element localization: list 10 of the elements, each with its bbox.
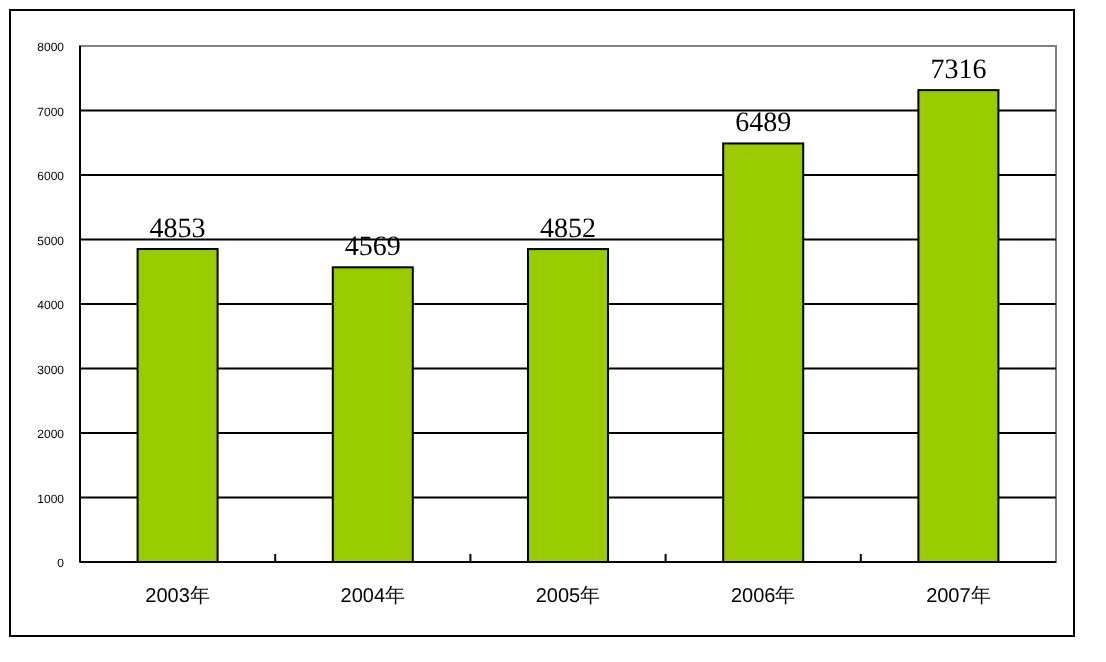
- x-tick-label: 2005年: [535, 584, 601, 608]
- data-label: 4853: [149, 214, 206, 245]
- x-tick-label: 2006年: [730, 584, 796, 608]
- x-tick-label: 2007年: [926, 584, 991, 608]
- data-label: 7316: [930, 56, 987, 87]
- data-label: 4569: [344, 233, 401, 264]
- x-tick-label: 2004年: [340, 584, 406, 608]
- x-tick-label: 2003年: [145, 584, 210, 608]
- data-label: 4852: [540, 215, 596, 246]
- data-label: 6489: [735, 109, 792, 140]
